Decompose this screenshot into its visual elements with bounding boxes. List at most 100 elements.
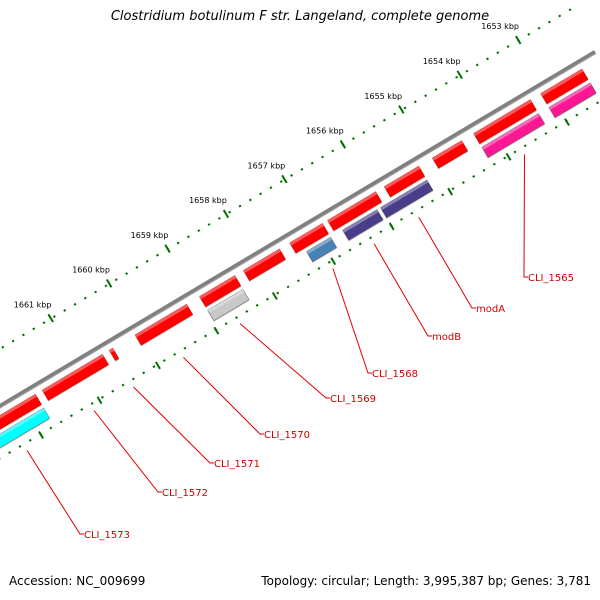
label-leader-line xyxy=(239,323,330,399)
inner-tick-dot xyxy=(338,254,342,258)
outer-tick-dot xyxy=(186,235,190,239)
outer-tick-dot xyxy=(156,253,159,257)
outer-tick-dot xyxy=(362,131,366,134)
outer-tick-dot xyxy=(393,112,397,116)
forward-gene-highlight xyxy=(327,191,378,223)
inner-tick-dot xyxy=(410,211,414,215)
gene-label: CLI_1569 xyxy=(330,394,376,405)
inner-tick-dot xyxy=(585,107,589,111)
reverse-gene-highlight xyxy=(306,237,333,254)
forward-gene-highlight xyxy=(109,348,115,353)
outer-tick-dot xyxy=(238,204,242,208)
inner-tick-dot xyxy=(204,334,208,338)
outer-tick-dot xyxy=(506,45,510,48)
reverse-gene-arrow xyxy=(0,407,50,448)
inner-tick-dot xyxy=(554,125,558,129)
reverse-gene-highlight xyxy=(0,407,46,438)
kbp-major-tick xyxy=(164,244,171,253)
genome-summary-text: Topology: circular; Length: 3,995,387 bp… xyxy=(261,574,591,588)
outer-tick-dot xyxy=(217,216,221,220)
inner-tick-dot xyxy=(492,162,496,166)
forward-gene-arrow xyxy=(383,165,426,198)
backbone-highlight xyxy=(0,53,597,409)
outer-tick-dot xyxy=(145,259,149,263)
forward-gene-arrow xyxy=(243,248,286,282)
outer-tick-dot xyxy=(228,210,232,214)
outer-tick-dot xyxy=(104,284,108,288)
inner-tick-dot xyxy=(100,395,104,399)
kbp-label: 1659 kbp xyxy=(131,231,169,240)
outer-tick-dot xyxy=(403,106,407,110)
kbp-label: 1657 kbp xyxy=(248,161,286,170)
outer-tick-dot xyxy=(259,192,263,196)
outer-tick-dot xyxy=(455,75,459,79)
inner-major-tick xyxy=(271,291,278,300)
reverse-gene-arrow xyxy=(548,82,597,118)
inner-tick-dot xyxy=(420,205,424,209)
forward-gene-highlight xyxy=(135,304,189,338)
inner-tick-dot xyxy=(513,150,517,154)
inner-tick-dot xyxy=(59,420,63,424)
inner-tick-dot xyxy=(595,101,599,105)
outer-tick-dot xyxy=(413,100,417,104)
kbp-label: 1658 kbp xyxy=(189,196,227,205)
outer-tick-dot xyxy=(424,94,428,98)
kbp-major-tick xyxy=(47,313,54,323)
inner-tick-dot xyxy=(358,242,362,246)
gene-labels: CLI_1573 CLI_1572 CLI_1571 CLI_1570 CLI_1569… xyxy=(26,154,574,541)
inner-tick-dot xyxy=(544,132,548,135)
reverse-gene-highlight xyxy=(207,289,245,313)
outer-tick-dot xyxy=(176,241,180,245)
inner-tick-dot xyxy=(379,230,383,234)
reverse-gene-arrow xyxy=(380,179,434,219)
forward-gene-highlight xyxy=(540,69,584,97)
reverse-gene-highlight xyxy=(548,82,592,110)
inner-tick-dot xyxy=(265,297,269,301)
gene-label: CLI_1565 xyxy=(528,273,574,284)
kbp-label: 1655 kbp xyxy=(364,92,402,101)
gene-label: CLI_1573 xyxy=(84,530,130,541)
gene-label: modA xyxy=(476,304,505,315)
forward-gene-highlight xyxy=(243,248,281,273)
outer-tick-dot xyxy=(558,14,562,18)
inner-tick-dot xyxy=(441,193,445,197)
gene-label: CLI_1572 xyxy=(162,488,208,499)
outer-tick-dot xyxy=(331,149,335,153)
forward-gene-highlight xyxy=(473,99,532,136)
inner-tick-dot xyxy=(317,267,321,270)
inner-tick-dot xyxy=(534,138,538,142)
outer-tick-dot xyxy=(547,20,551,24)
outer-tick-dot xyxy=(1,345,5,349)
label-leader-line xyxy=(332,268,372,374)
forward-strand-genes xyxy=(0,68,589,430)
outer-tick-dot xyxy=(434,88,438,91)
outer-tick-dot xyxy=(475,63,479,67)
outer-tick-dot xyxy=(279,180,283,183)
inner-tick-dot xyxy=(152,365,156,369)
gene-label: modB xyxy=(432,332,461,343)
outer-tick-dot xyxy=(310,161,314,165)
inner-tick-dot xyxy=(575,113,579,117)
kbp-labels: 1653 kbp 1654 kbp 1655 kbp 1656 kbp 1657 kbp… xyxy=(14,22,522,323)
forward-gene-highlight xyxy=(289,223,324,246)
inner-tick-dot xyxy=(183,346,187,350)
outer-tick-dot xyxy=(382,118,386,122)
kbp-label: 1660 kbp xyxy=(72,266,110,275)
outer-tick-dot xyxy=(290,173,294,177)
inner-tick-dot xyxy=(162,359,166,362)
backbone-line xyxy=(0,50,597,409)
kbp-major-tick xyxy=(222,209,230,219)
inner-tick-dot xyxy=(8,451,12,454)
kbp-major-tick xyxy=(339,139,347,149)
reverse-gene-highlight xyxy=(481,113,541,150)
outer-tick-dot xyxy=(537,26,541,30)
inner-tick-dot xyxy=(111,389,115,393)
kbp-major-tick xyxy=(515,35,522,45)
inner-tick-dot xyxy=(70,414,73,418)
outer-tick-dot xyxy=(32,327,36,331)
inner-tick-dot xyxy=(193,340,197,344)
outer-tick-dot xyxy=(73,302,77,306)
kbp-label: 1656 kbp xyxy=(306,127,344,136)
inner-tick-dot xyxy=(400,217,403,221)
inner-tick-dot xyxy=(276,291,280,295)
